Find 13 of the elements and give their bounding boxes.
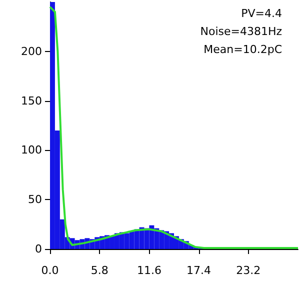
x-tick-label: 0.0 [41,264,59,277]
y-tick-label: 0 [35,242,42,256]
x-tick-label: 23.2 [236,264,261,277]
y-tick-label: 200 [21,44,42,58]
x-tick-label: 17.4 [186,264,212,277]
y-tick-label: 100 [21,144,42,157]
y-tick-label: 50 [28,193,42,206]
x-tick-label: 11.6 [136,264,162,277]
y-tick-label: 150 [21,94,42,108]
annotation: Mean=10.2pC [204,43,282,56]
x-tick-label: 5.8 [90,264,108,277]
annotation: Noise=4381Hz [200,25,282,38]
annotation: PV=4.4 [241,7,282,20]
